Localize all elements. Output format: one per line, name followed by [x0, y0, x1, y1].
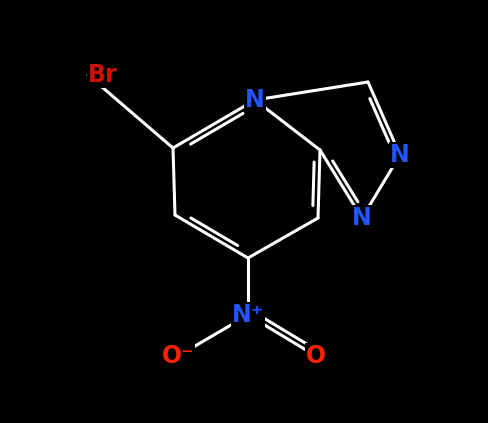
Text: N: N [390, 143, 410, 167]
Text: O: O [306, 344, 326, 368]
Text: N: N [352, 206, 372, 230]
Text: O⁻: O⁻ [162, 344, 194, 368]
Text: N: N [245, 88, 265, 112]
Text: Br: Br [88, 63, 118, 87]
Text: N⁺: N⁺ [232, 303, 264, 327]
